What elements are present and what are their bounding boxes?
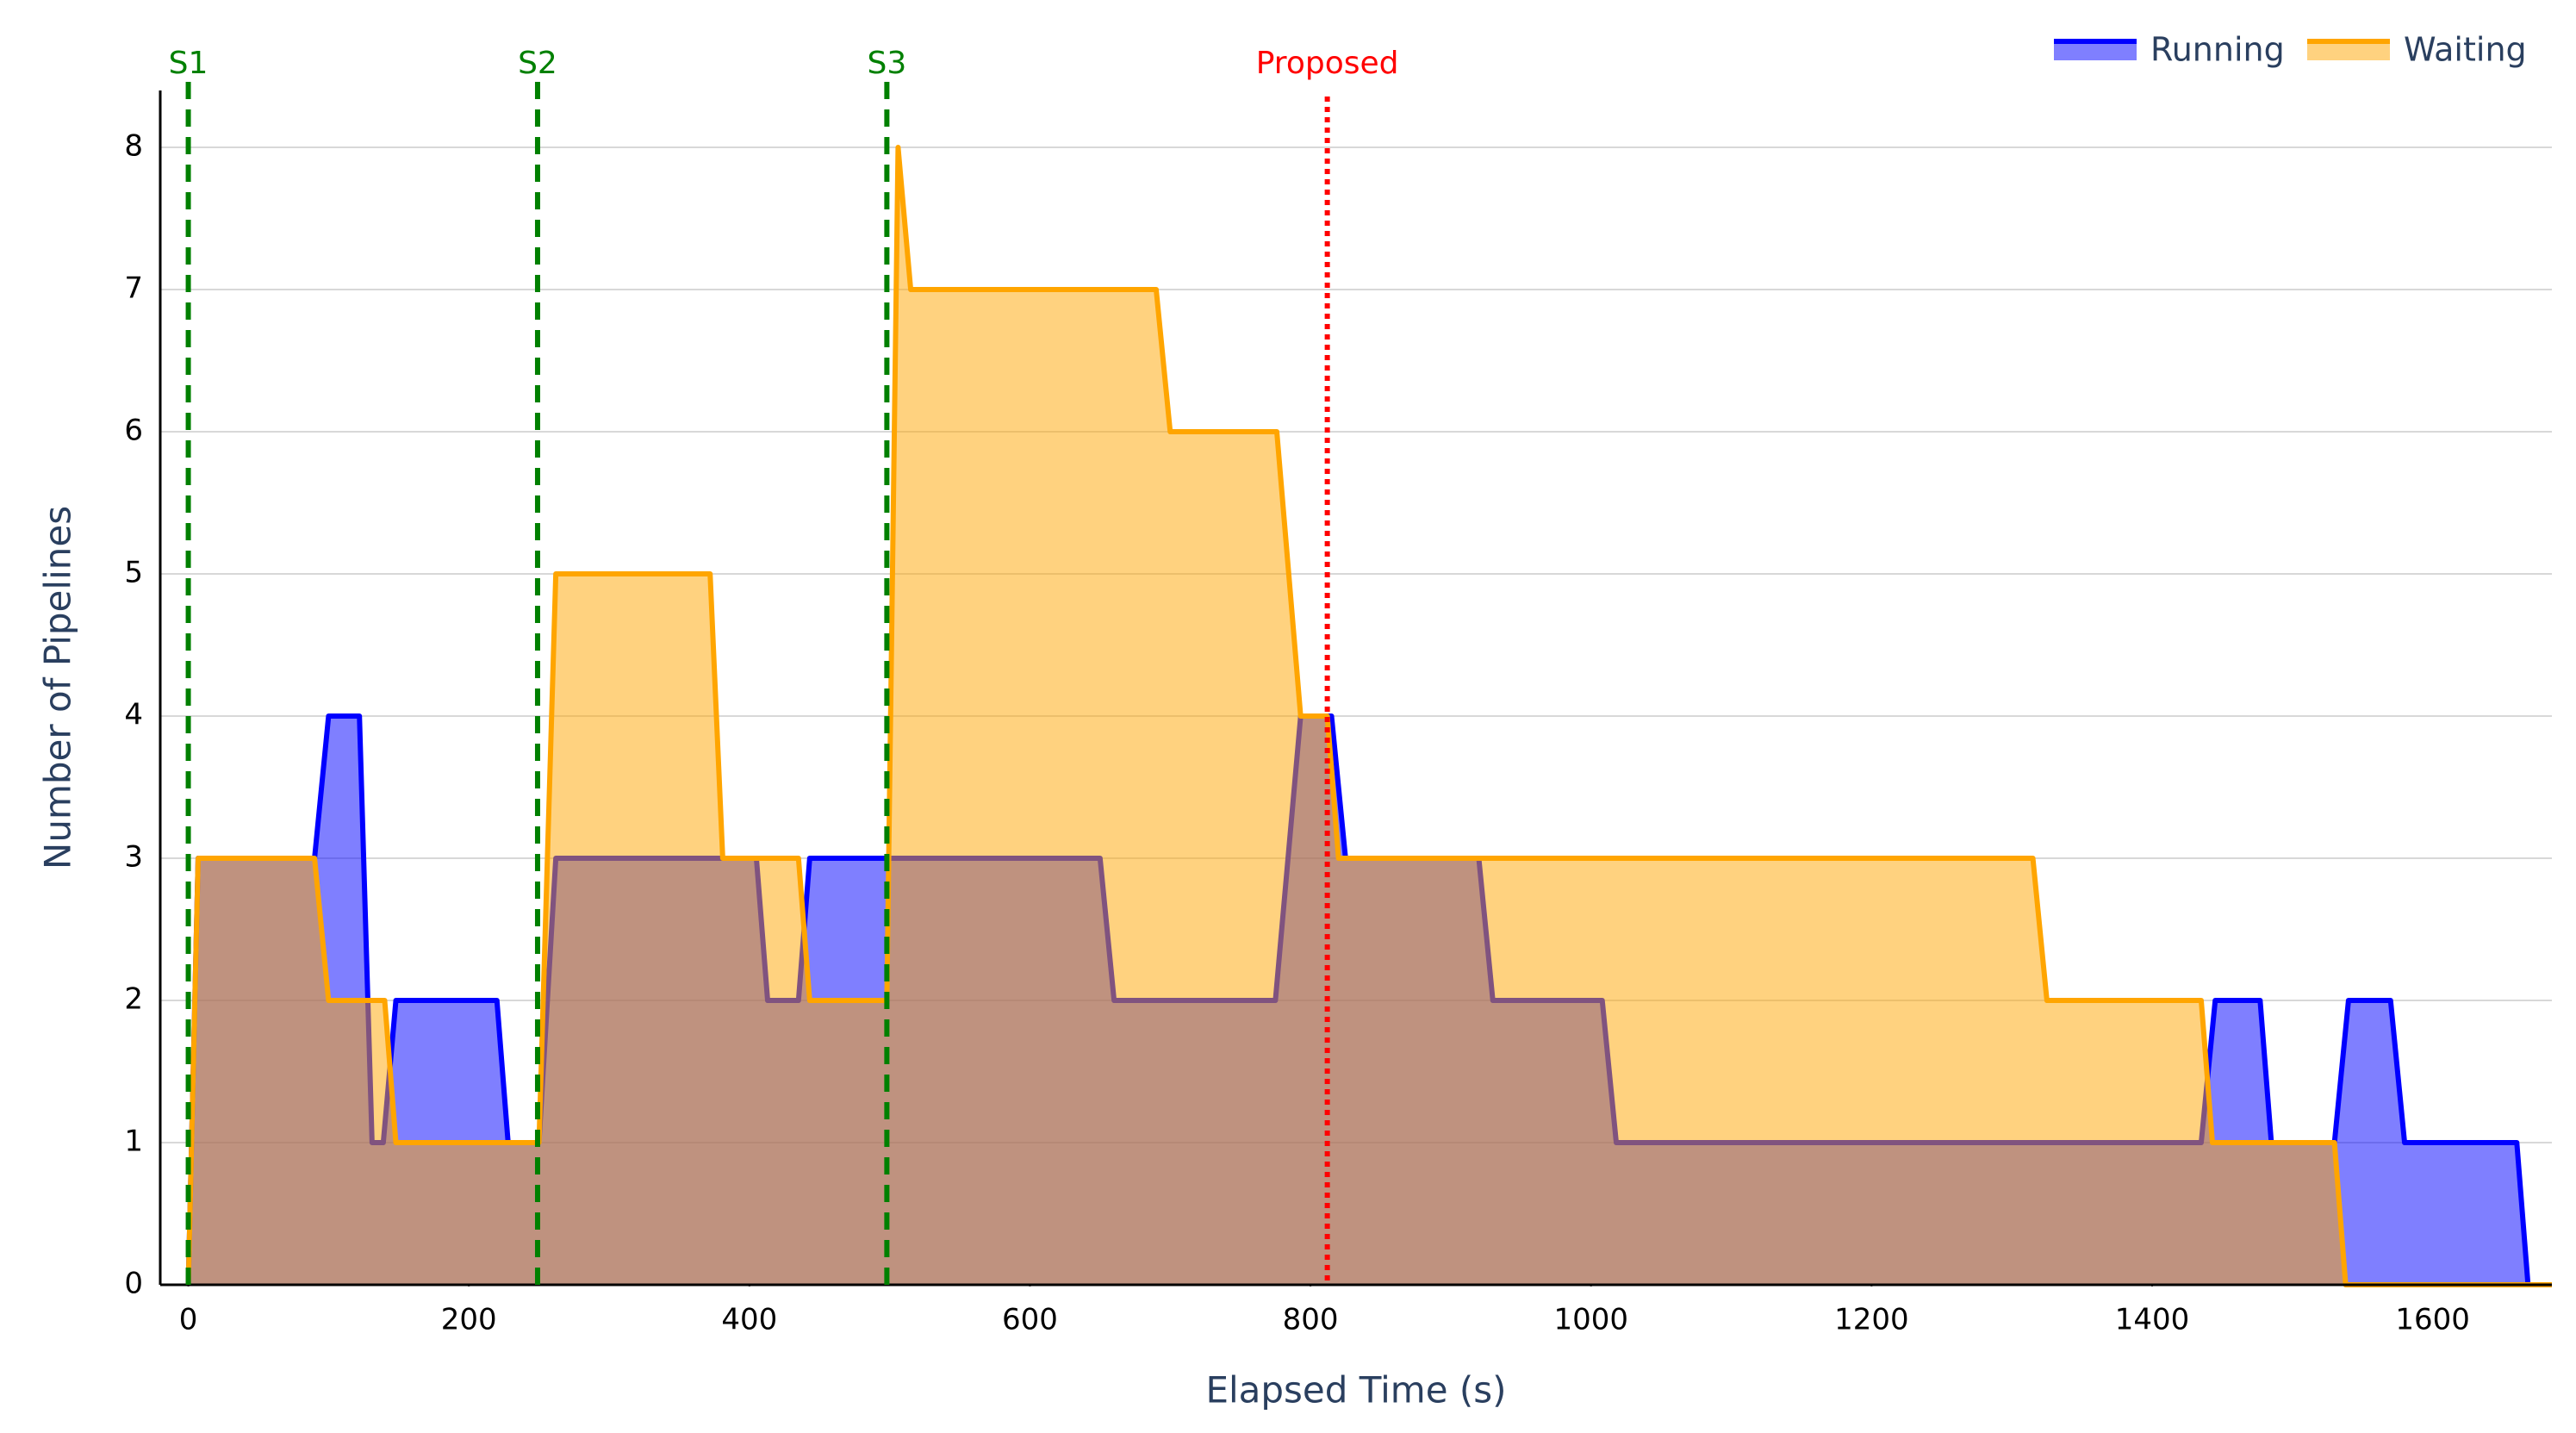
- marker-label: S3: [868, 46, 907, 81]
- y-tick-label: 8: [124, 129, 143, 164]
- y-axis-title: Number of Pipelines: [37, 506, 79, 869]
- x-tick-label: 1400: [2115, 1303, 2190, 1337]
- x-tick-label: 600: [1002, 1303, 1058, 1337]
- legend-label: Running: [2150, 31, 2285, 69]
- y-tick-label: 6: [124, 414, 143, 448]
- y-tick-label: 2: [124, 982, 143, 1017]
- area-line: [185, 145, 2552, 1287]
- y-tick-label: 0: [124, 1267, 143, 1301]
- legend-swatch: [2054, 41, 2137, 60]
- marker-label: S1: [169, 46, 208, 81]
- legend-label: Waiting: [2404, 31, 2527, 69]
- x-tick-label: 1200: [1834, 1303, 1909, 1337]
- x-tick-label: 400: [721, 1303, 777, 1337]
- y-tick-label: 7: [124, 271, 143, 306]
- x-tick-label: 1600: [2395, 1303, 2470, 1337]
- marker-label: Proposed: [1256, 46, 1399, 81]
- x-tick-label: 800: [1283, 1303, 1339, 1337]
- y-tick-label: 1: [124, 1125, 143, 1159]
- y-tick-label: 5: [124, 556, 143, 590]
- x-axis-title: Elapsed Time (s): [1205, 1369, 1506, 1411]
- x-tick-label: 1000: [1553, 1303, 1628, 1337]
- y-tick-label: 4: [124, 698, 143, 732]
- marker-label: S2: [518, 46, 557, 81]
- legend-swatch: [2307, 41, 2390, 60]
- area-fill: [188, 147, 2553, 1285]
- x-tick-label: 200: [441, 1303, 497, 1337]
- x-tick-label: 0: [179, 1303, 198, 1337]
- y-tick-label: 3: [124, 840, 143, 875]
